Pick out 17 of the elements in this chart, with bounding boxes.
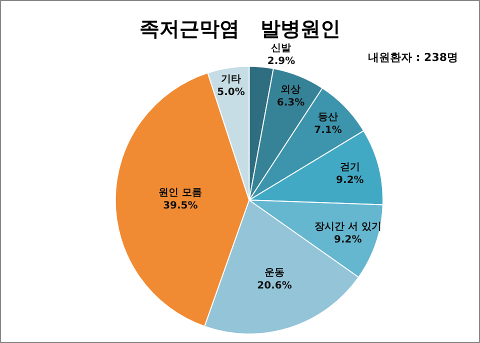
- slice-label: 신발: [271, 42, 292, 54]
- slice-label: 걷기: [340, 162, 360, 173]
- slice-label: 원인 모름: [158, 187, 202, 198]
- slice-label: 운동: [264, 268, 284, 279]
- data-label: 6.3%: [276, 97, 305, 108]
- data-label: 5.0%: [217, 86, 245, 98]
- data-label: 39.5%: [163, 200, 198, 212]
- chart-title: 족저근막염 발병원인: [140, 16, 340, 40]
- slice-label: 외상: [280, 84, 301, 96]
- slice-label: 등산: [318, 112, 338, 124]
- data-label: 20.6%: [257, 280, 292, 292]
- slice-label: 기타: [221, 74, 242, 85]
- data-label: 9.2%: [336, 174, 364, 186]
- text: 내원환자 : 238명: [368, 51, 458, 64]
- data-label: 2.9%: [267, 56, 296, 67]
- data-label: 9.2%: [334, 234, 362, 246]
- data-label: 7.1%: [314, 125, 342, 136]
